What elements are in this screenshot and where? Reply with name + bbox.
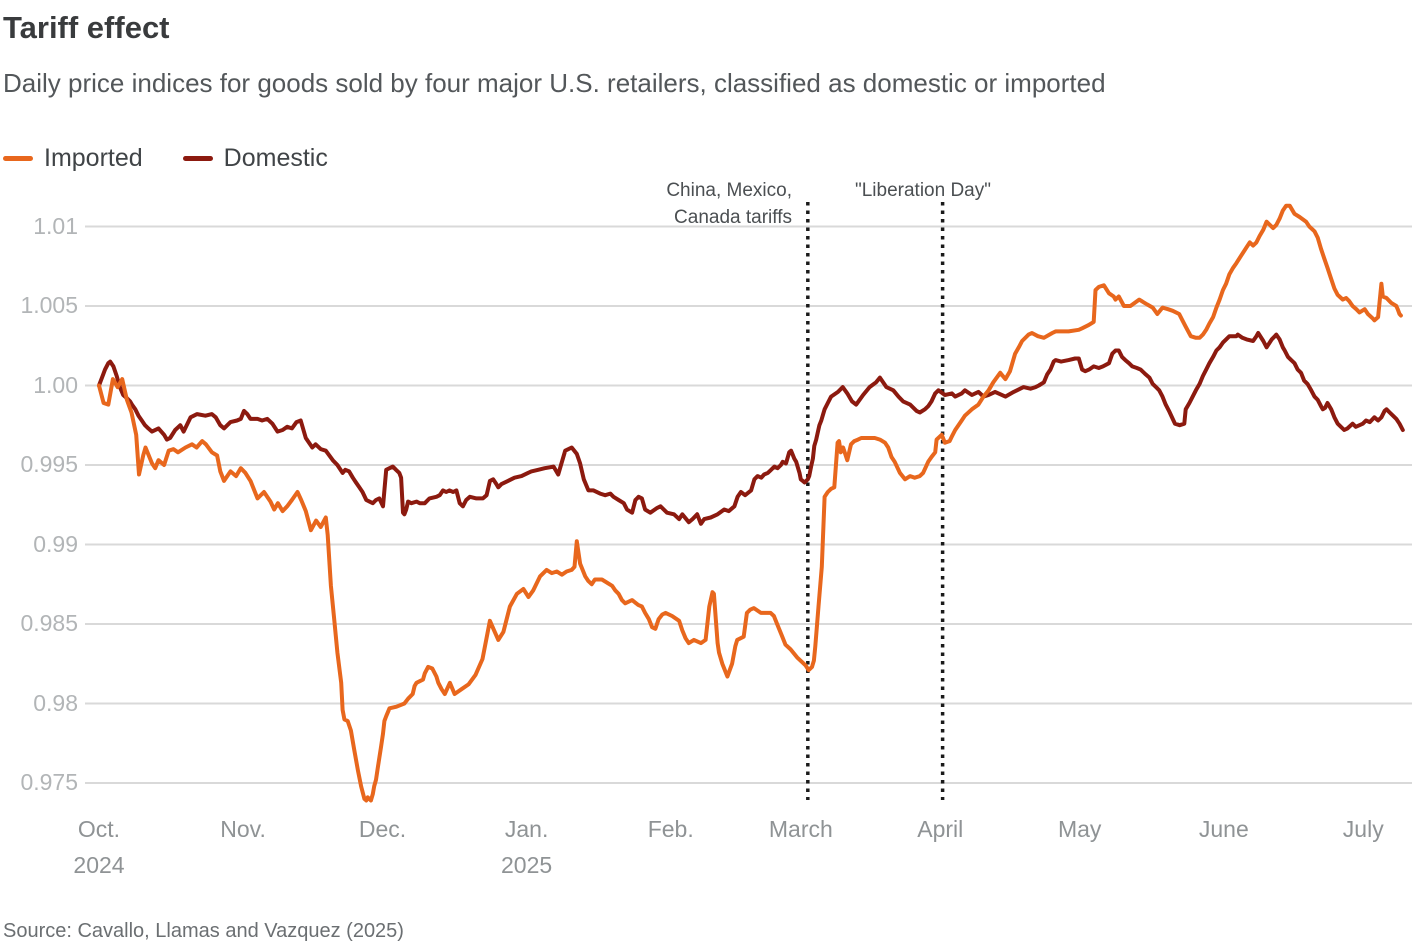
y-tick-label: 0.985 (20, 610, 78, 636)
y-tick-label: 0.995 (20, 451, 78, 477)
legend: Imported Domestic (3, 144, 328, 173)
x-tick-label: March (768, 816, 833, 842)
annotation-liberation-day: "Liberation Day" (854, 180, 991, 201)
imported-line-swatch-icon (3, 156, 33, 161)
x-tick-label: May (1057, 816, 1102, 842)
y-tick-label: 1.01 (33, 212, 78, 239)
y-tick-label: 0.98 (33, 689, 78, 716)
x-tick-label: Nov. (220, 816, 266, 842)
annotation-tariffs: China, Mexico, Canada tariffs (666, 180, 792, 228)
x-tick-label: Feb. (647, 816, 694, 842)
domestic-line-swatch-icon (182, 156, 213, 161)
x-tick-year-label: 2025 (501, 852, 553, 878)
x-tick-label: June (1198, 816, 1249, 842)
y-tick-label: 1.005 (20, 292, 78, 318)
x-tick-year-label: 2024 (73, 852, 125, 878)
y-tick-label: 0.975 (20, 769, 78, 795)
x-tick-label: Oct. (77, 816, 121, 842)
legend-label-imported: Imported (44, 144, 143, 172)
legend-item-domestic: Domestic (182, 144, 328, 173)
chart-subtitle: Daily price indices for goods sold by fo… (3, 68, 1106, 98)
x-tick-label: July (1342, 816, 1384, 842)
x-tick-label: Dec. (358, 816, 407, 842)
chart-title: Tariff effect (3, 10, 170, 45)
y-tick-label: 0.99 (33, 530, 78, 557)
x-tick-label: Jan. (504, 816, 549, 842)
y-tick-label: 1.00 (33, 371, 78, 398)
x-tick-label: April (917, 816, 964, 842)
source-note: Source: Cavallo, Llamas and Vazquez (202… (3, 920, 404, 942)
legend-label-domestic: Domestic (223, 144, 328, 172)
legend-item-imported: Imported (3, 144, 143, 173)
